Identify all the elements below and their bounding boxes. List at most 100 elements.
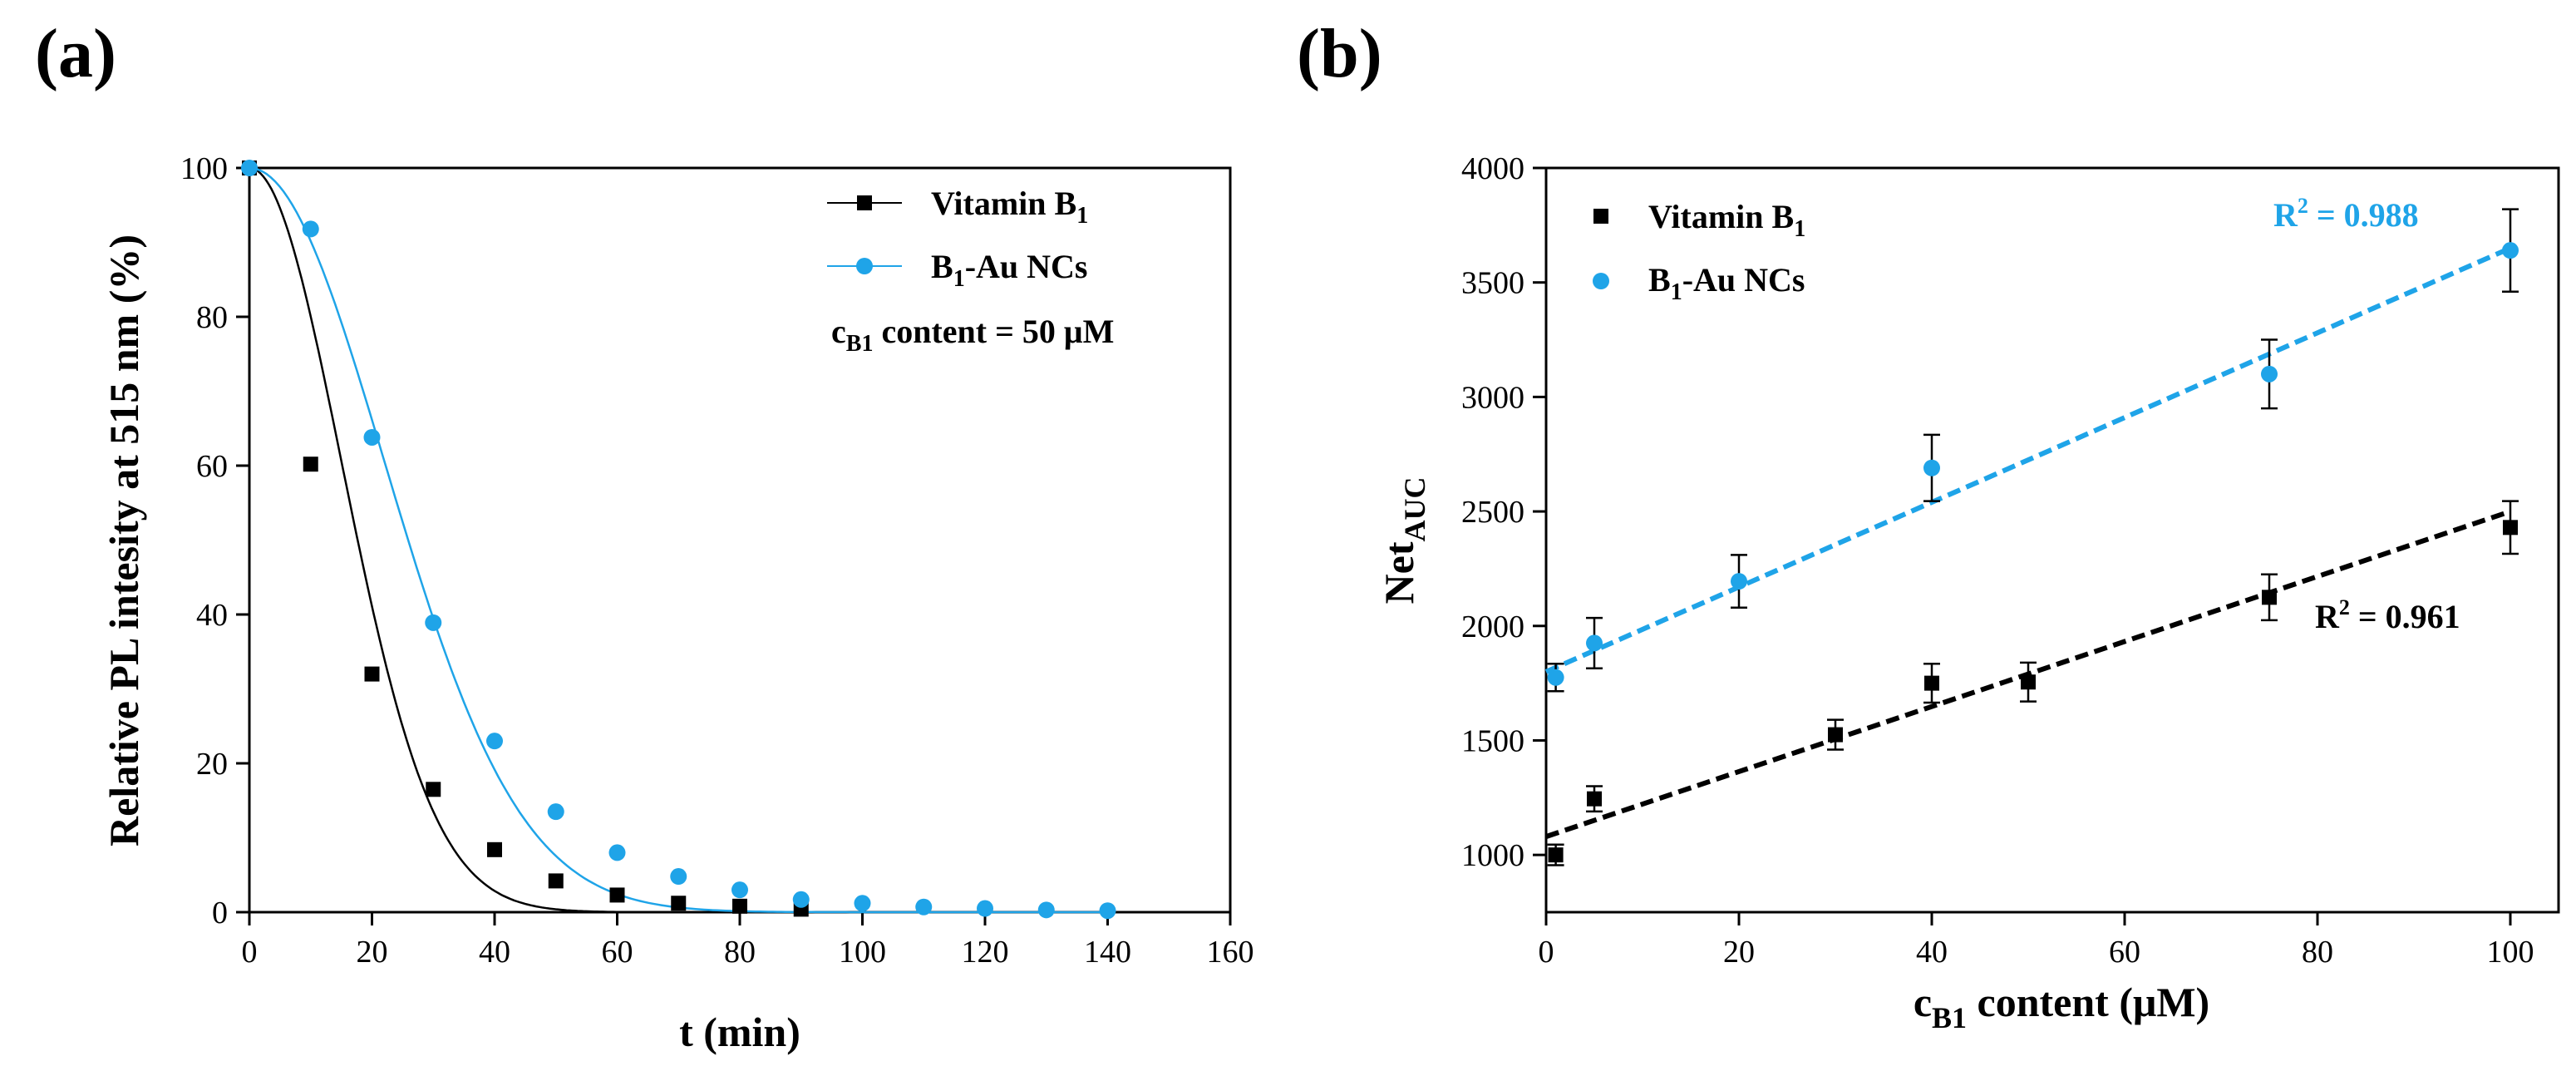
r2-value: = 0.961 (2350, 598, 2460, 635)
legend-entry-b1-au-ncs: B1-Au NCs (931, 248, 1087, 292)
data-point-vitamin-b1 (548, 873, 564, 889)
data-point-vitamin-b1 (1548, 847, 1564, 863)
x-axis-title-main: c (1914, 979, 1932, 1025)
x-tick-label: 20 (357, 935, 388, 970)
r2-label: R (2315, 598, 2340, 635)
r2-sup: 2 (2339, 595, 2350, 619)
y-tick-label: 2500 (1461, 495, 1524, 530)
data-point-vitamin-b1 (1828, 727, 1843, 743)
data-point-vitamin-b1 (2262, 590, 2277, 605)
panel-a-x-axis-title: t (min) (679, 1009, 800, 1055)
data-point-vitamin-b1 (2021, 674, 2036, 690)
panel-a-legend: Vitamin B1 B1-Au NCs cB1 content = 50 μM (827, 185, 1114, 357)
x-tick-label: 20 (1723, 935, 1755, 970)
x-tick-label: 140 (1084, 935, 1131, 970)
legend-entry-b1-au-ncs: B1-Au NCs (1648, 261, 1805, 305)
x-tick-label: 80 (2302, 935, 2333, 970)
y-tick-label: 4000 (1461, 151, 1524, 186)
x-tick-label: 40 (479, 935, 510, 970)
data-point-vitamin-b1 (364, 666, 380, 682)
panel-b-x-axis-title: cB1 content (μM) (1914, 979, 2209, 1034)
y-tick-label: 60 (196, 449, 228, 484)
panel-b-y-axis-title: NetAUC (1376, 477, 1431, 605)
data-point-b1-au-ncs (915, 898, 933, 915)
x-tick-label: 0 (1539, 935, 1554, 970)
data-point-vitamin-b1 (426, 782, 441, 797)
legend-entry-sub: 1 (1076, 203, 1088, 229)
panel-b-label: (b) (1297, 15, 1382, 92)
annotation-rest: content = 50 μM (873, 313, 1114, 350)
legend-entry-main: B (931, 248, 953, 285)
data-point-b1-au-ncs (731, 881, 748, 899)
annotation-main: c (831, 313, 846, 350)
x-tick-label: 0 (242, 935, 258, 970)
fit-line-b1-au-ncs (1544, 245, 2512, 674)
data-point-b1-au-ncs (486, 733, 503, 750)
legend-entry-sub: 1 (953, 266, 965, 292)
legend-entry-rest: -Au NCs (1682, 261, 1805, 299)
panel-b: (b) 0 20 40 60 80 100 1000 1500 2000 2500 3000 3500… (1297, 15, 2560, 1034)
legend-marker-b1-au-ncs (856, 258, 873, 274)
panel-b-legend: Vitamin B1 B1-Au NCs (1593, 198, 1805, 305)
data-point-b1-au-ncs (363, 428, 381, 446)
x-tick-label: 120 (962, 935, 1009, 970)
legend-entry-vitamin-b1: Vitamin B1 (1648, 198, 1805, 242)
r2-value: = 0.988 (2308, 196, 2419, 234)
data-point-b1-au-ncs (241, 160, 258, 176)
data-point-vitamin-b1 (487, 841, 502, 857)
x-tick-label: 40 (1916, 935, 1948, 970)
r2-sup: 2 (2298, 194, 2308, 218)
panel-b-data-points (1547, 208, 2519, 866)
y-axis-title-main: Net (1376, 541, 1422, 604)
data-point-vitamin-b1 (671, 896, 687, 911)
legend-marker-vitamin-b1 (857, 195, 872, 210)
data-point-b1-au-ncs (854, 895, 871, 912)
data-point-b1-au-ncs (302, 220, 319, 238)
legend-marker-vitamin-b1 (1593, 209, 1608, 224)
panel-a-label: (a) (35, 15, 116, 92)
y-tick-label: 2000 (1461, 609, 1524, 644)
data-point-vitamin-b1 (1924, 675, 1939, 691)
panel-a-data-points (241, 160, 1116, 920)
panel-b-plot-frame (1544, 166, 2560, 914)
data-point-b1-au-ncs (1731, 573, 1747, 590)
r2-label: R (2273, 196, 2298, 234)
x-axis-title-sub: B1 (1932, 1001, 1967, 1034)
data-point-b1-au-ncs (1923, 459, 1940, 476)
data-point-b1-au-ncs (1037, 901, 1055, 919)
x-tick-label: 100 (839, 935, 886, 970)
fit-curve-vitamin-b1 (249, 166, 801, 914)
y-tick-label: 0 (212, 896, 228, 930)
concentration-annotation: cB1 content = 50 μM (831, 313, 1114, 357)
legend-entry-vitamin-b1: Vitamin B1 (931, 185, 1088, 229)
x-tick-label: 60 (2109, 935, 2140, 970)
data-point-b1-au-ncs (608, 844, 626, 861)
y-tick-label: 1500 (1461, 723, 1524, 758)
data-point-b1-au-ncs (670, 868, 687, 886)
y-tick-label: 3000 (1461, 380, 1524, 415)
panel-a-y-axis-title: Relative PL intesity at 515 nm (%) (101, 234, 147, 846)
data-point-vitamin-b1 (609, 887, 625, 903)
x-tick-label: 100 (2487, 935, 2534, 970)
annotation-sub: B1 (846, 331, 874, 357)
data-point-b1-au-ncs (1547, 669, 1564, 686)
r2-annotation-vitamin-b1: R2 = 0.961 (2315, 595, 2460, 635)
y-tick-label: 80 (196, 300, 228, 335)
legend-entry-sub: 1 (1671, 279, 1682, 305)
data-point-vitamin-b1 (2503, 520, 2518, 535)
x-tick-label: 80 (724, 935, 756, 970)
data-point-vitamin-b1 (303, 457, 318, 472)
y-tick-label: 100 (180, 151, 228, 186)
panel-a: (a) 0 20 40 60 80 100 120 140 160 0 20 40 60 80 100 t … (35, 15, 1254, 1055)
legend-marker-b1-au-ncs (1593, 273, 1609, 289)
legend-entry-sub: 1 (1794, 216, 1805, 242)
data-point-vitamin-b1 (732, 898, 747, 914)
x-tick-label: 160 (1207, 935, 1254, 970)
r2-annotation-b1-au-ncs: R2 = 0.988 (2273, 194, 2419, 234)
y-tick-label: 40 (196, 598, 228, 633)
legend-entry-main: B (1648, 261, 1671, 299)
data-point-b1-au-ncs (1586, 634, 1603, 652)
y-tick-label: 3500 (1461, 266, 1524, 301)
data-point-b1-au-ncs (2261, 365, 2278, 382)
